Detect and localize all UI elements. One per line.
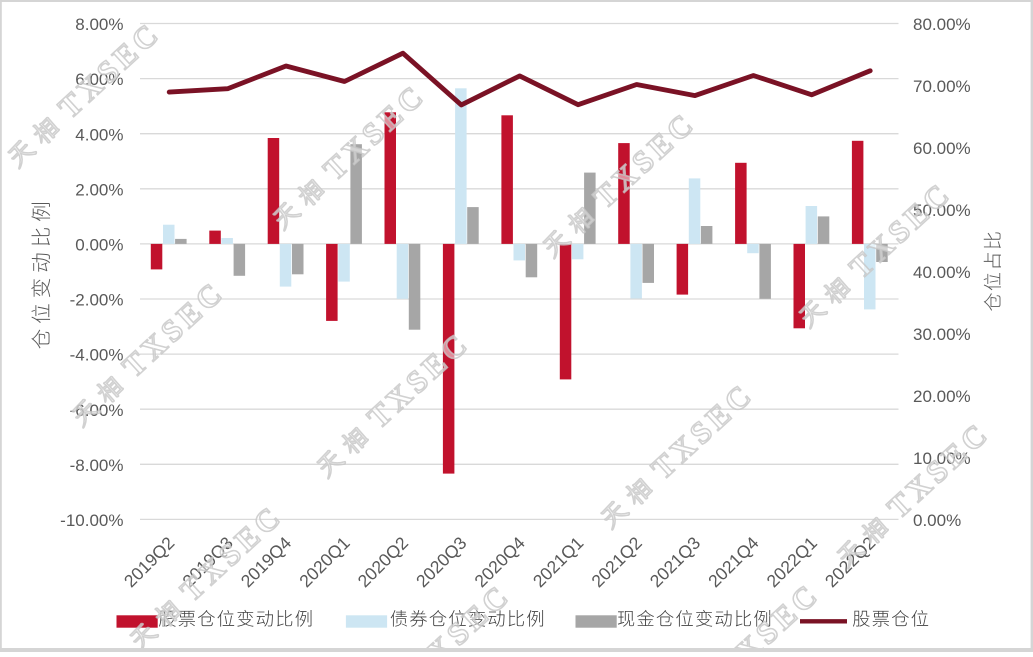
svg-text:60.00%: 60.00% [913,139,971,158]
svg-text:-10.00%: -10.00% [60,511,123,530]
svg-text:0.00%: 0.00% [75,236,123,255]
svg-text:50.00%: 50.00% [913,201,971,220]
svg-text:80.00%: 80.00% [913,15,971,34]
svg-text:30.00%: 30.00% [913,325,971,344]
svg-text:-4.00%: -4.00% [70,346,124,365]
svg-text:-8.00%: -8.00% [70,456,124,475]
svg-text:6.00%: 6.00% [75,70,123,89]
svg-text:8.00%: 8.00% [75,15,123,34]
svg-text:70.00%: 70.00% [913,77,971,96]
svg-text:40.00%: 40.00% [913,263,971,282]
svg-text:4.00%: 4.00% [75,125,123,144]
svg-text:-2.00%: -2.00% [70,291,124,310]
svg-text:0.00%: 0.00% [913,511,961,530]
svg-text:20.00%: 20.00% [913,387,971,406]
svg-text:2.00%: 2.00% [75,180,123,199]
svg-text:10.00%: 10.00% [913,449,971,468]
